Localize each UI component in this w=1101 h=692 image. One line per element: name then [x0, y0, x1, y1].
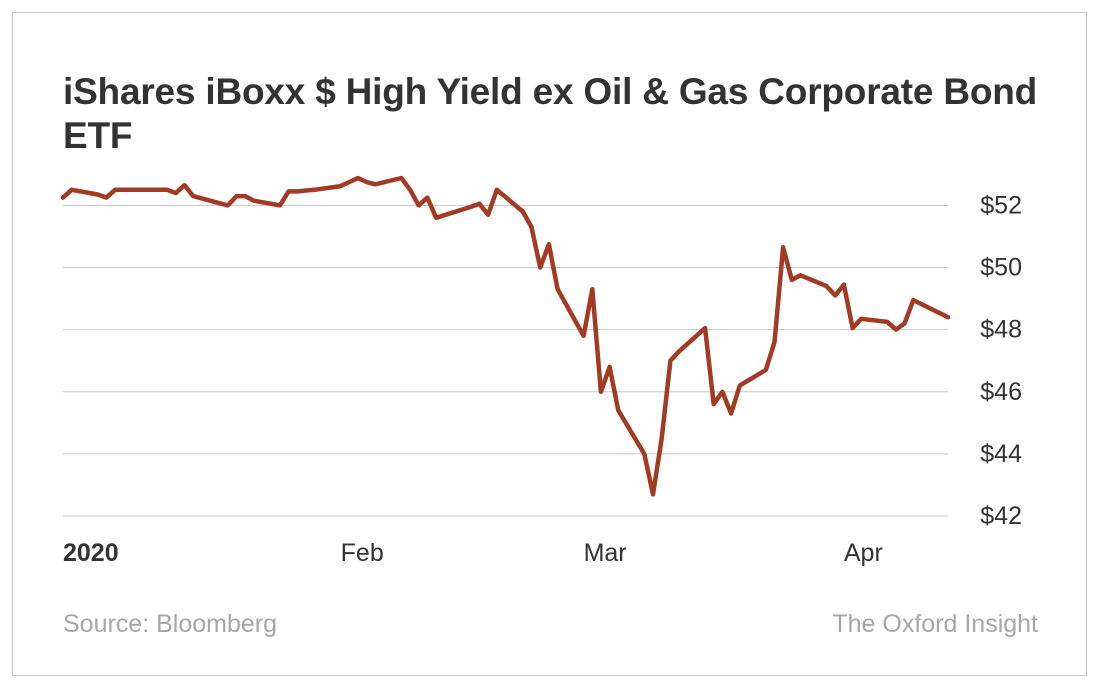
x-tick-label: 2020 — [63, 539, 119, 567]
y-tick-label: $52 — [980, 191, 1022, 219]
source-note: Source: Bloomberg — [63, 610, 278, 638]
gridlines — [63, 204, 948, 517]
y-tick-label: $44 — [980, 440, 1022, 468]
y-tick-label: $50 — [980, 254, 1022, 282]
y-tick-label: $48 — [980, 316, 1022, 344]
chart-title: iShares iBoxx $ High Yield ex Oil & Gas … — [63, 71, 1038, 156]
publisher-brand: The Oxford Insight — [832, 610, 1038, 638]
y-tick-label: $42 — [980, 502, 1022, 530]
y-tick-label: $46 — [980, 378, 1022, 406]
x-tick-label: Mar — [584, 539, 627, 567]
price-line — [60, 175, 951, 497]
y-axis: $52 $50 $48 $46 $44 $42 — [980, 191, 1022, 530]
x-tick-label: Feb — [341, 539, 384, 567]
x-tick-label: Apr — [844, 539, 883, 567]
series-layer — [60, 175, 951, 497]
chart-frame — [12, 12, 1087, 676]
x-axis: 2020 Feb Mar Apr — [63, 539, 883, 567]
